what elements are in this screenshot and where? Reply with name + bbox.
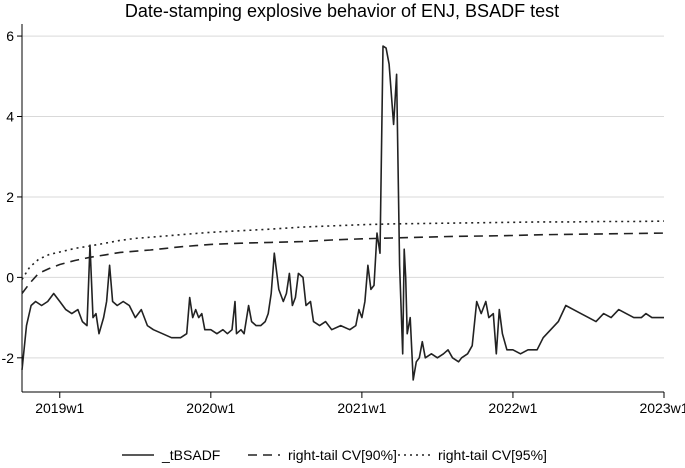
legend: _tBSADF right-tail CV[90%] right-tail CV[9… [122,447,547,463]
x-tick-label: 2021w1 [337,400,386,416]
y-tick-label: 4 [6,109,14,125]
y-tick-label: 2 [6,189,14,205]
x-tick-label: 2019w1 [35,400,84,416]
series-line-2 [21,220,665,280]
x-tick-label: 2022w1 [488,400,537,416]
legend-label-2: right-tail CV[95%] [438,447,547,463]
axes: -2 0 2 4 6 2019w1 2020w1 2021w1 2022w1 2023w1 [2,24,685,416]
legend-label-0: _tBSADF [161,447,220,463]
chart-title: Date-stamping explosive behavior of ENJ,… [125,1,559,21]
x-tick-label: 2023w1 [639,400,685,416]
series-line-0 [21,45,664,381]
y-tick-label: 6 [6,28,14,44]
series-line-1 [21,232,665,294]
y-tick-label: 0 [6,269,14,285]
x-tick-label: 2020w1 [186,400,235,416]
series-layer [21,45,665,381]
y-tick-label: -2 [2,350,15,366]
legend-label-1: right-tail CV[90%] [288,447,397,463]
gridlines [22,35,664,359]
